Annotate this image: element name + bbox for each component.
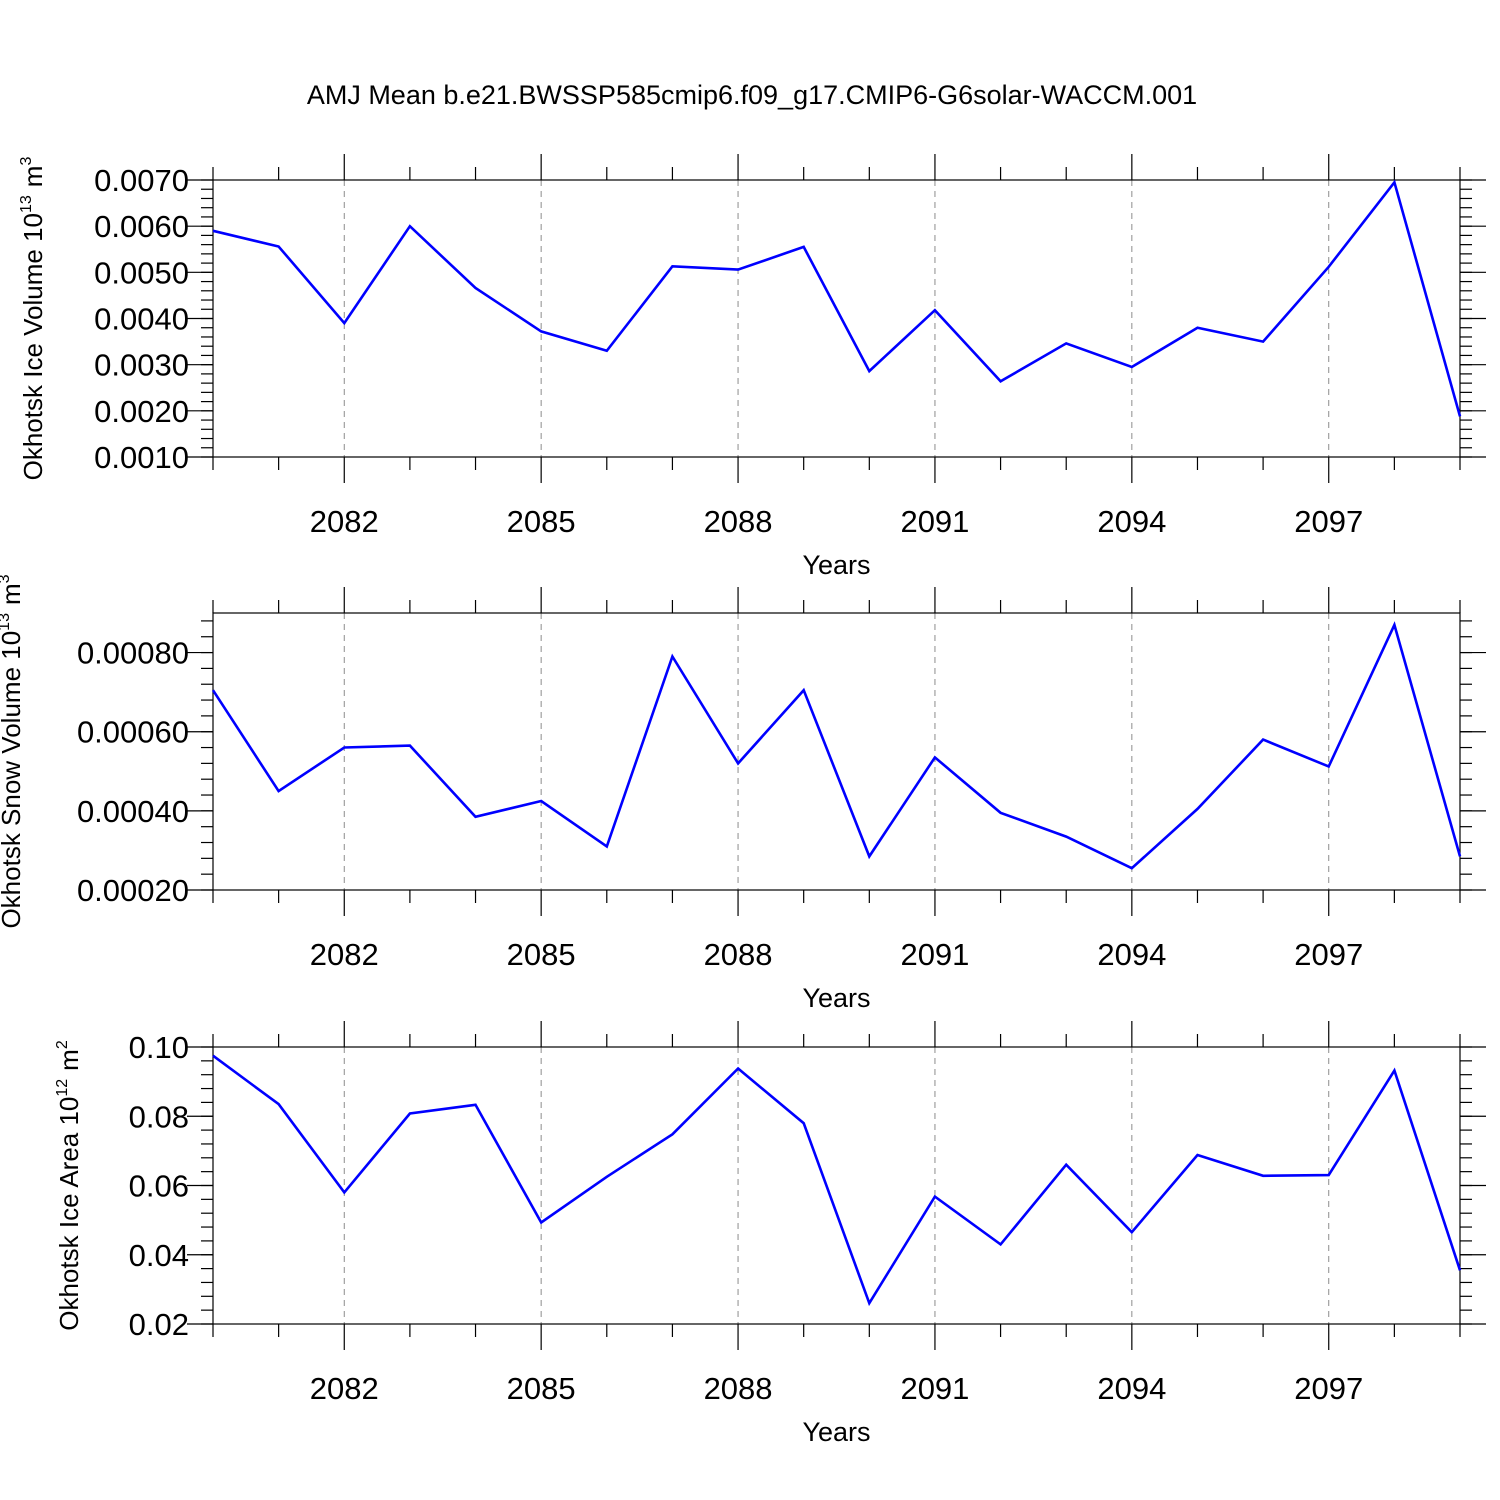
snow-volume-xtick-label: 2088 <box>704 937 773 972</box>
ice-volume-series-line <box>212 179 1462 417</box>
snow-volume-xtick-label: 2085 <box>507 937 576 972</box>
ice-volume-ytick-label: 0.0030 <box>94 348 189 383</box>
ice-area-xtick-label: 2082 <box>310 1371 379 1406</box>
ice-area-xtick-label: 2094 <box>1097 1371 1166 1406</box>
snow-volume-ytick-label: 0.00040 <box>77 794 189 829</box>
ice-area-xtick-label: 2091 <box>900 1371 969 1406</box>
snow-volume-ytick-label: 0.00060 <box>77 715 189 750</box>
snow-volume-series-line <box>211 621 1462 870</box>
snow-volume-ylabel: Okhotsk Snow Volume 1013 m3 <box>0 574 26 928</box>
snow-volume-ylabel-text: Okhotsk Snow Volume 10 <box>0 631 26 929</box>
ice-volume-ylabel-exponent: 13 <box>18 195 35 213</box>
ice-area-ytick-label: 0.02 <box>129 1307 189 1342</box>
ice-volume-xlabel: Years <box>802 550 870 580</box>
snow-volume-xtick-label: 2082 <box>310 937 379 972</box>
ice-area-ytick-label: 0.10 <box>129 1030 189 1065</box>
snow-volume-ylabel-unit: m <box>0 583 26 605</box>
ice-volume-xtick-label: 2097 <box>1294 504 1363 539</box>
ice-area-ylabel-exponent: 12 <box>54 1079 71 1097</box>
snow-volume-xtick-label: 2094 <box>1097 937 1166 972</box>
snow-volume-plot-frame <box>212 612 1461 891</box>
ice-area-xtick-label: 2088 <box>704 1371 773 1406</box>
ice-volume-ytick-label: 0.0020 <box>94 394 189 429</box>
ice-volume-ytick-label: 0.0010 <box>94 440 189 475</box>
panel-snow-volume: 0.00020 0.00040 0.00060 0.00080 2082 2085 2088… <box>0 574 1486 1013</box>
ice-volume-xtick-label: 2091 <box>900 504 969 539</box>
snow-volume-ylabel-exponent: 13 <box>0 613 13 631</box>
snow-volume-xlabel: Years <box>802 983 870 1013</box>
ice-area-ylabel-text: Okhotsk Ice Area 10 <box>54 1097 84 1331</box>
ice-volume-ylabel-text: Okhotsk Ice Volume 10 <box>18 213 48 480</box>
ice-area-xlabel: Years <box>802 1417 870 1447</box>
ice-volume-xtick-label: 2085 <box>507 504 576 539</box>
ice-area-ylabel-unit-exponent: 2 <box>54 1040 71 1049</box>
figure-title: AMJ Mean b.e21.BWSSP585cmip6.f09_g17.CMI… <box>307 80 1197 110</box>
ice-area-ytick-label: 0.08 <box>129 1099 189 1134</box>
ice-volume-ytick-label: 0.0060 <box>94 209 189 244</box>
ice-volume-ytick-label: 0.0070 <box>94 163 189 198</box>
snow-volume-ylabel-unit-exponent: 3 <box>0 574 13 583</box>
ice-volume-ylabel-unit-exponent: 3 <box>18 157 35 166</box>
ice-volume-xtick-label: 2082 <box>310 504 379 539</box>
ice-area-ylabel: Okhotsk Ice Area 1012 m2 <box>54 1040 84 1331</box>
ice-volume-ytick-label: 0.0040 <box>94 302 189 337</box>
panel-ice-area: 0.02 0.04 0.06 0.08 0.10 2082 2085 2088 2091 2094… <box>54 1021 1486 1447</box>
ice-volume-plot-frame <box>212 179 1461 458</box>
ice-volume-xtick-label: 2088 <box>704 504 773 539</box>
ice-area-series-line <box>212 1054 1462 1307</box>
snow-volume-ytick-label: 0.00020 <box>77 873 189 908</box>
ice-volume-ylabel-unit: m <box>18 166 48 188</box>
ice-area-ylabel-unit: m <box>54 1049 84 1071</box>
ice-area-ytick-label: 0.06 <box>129 1169 189 1204</box>
snow-volume-xtick-label: 2091 <box>900 937 969 972</box>
snow-volume-ytick-label: 0.00080 <box>77 636 189 671</box>
snow-volume-xtick-label: 2097 <box>1294 937 1363 972</box>
ice-volume-ytick-label: 0.0050 <box>94 255 189 290</box>
panel-ice-volume: 0.0010 0.0020 0.0030 0.0040 0.0050 0.0060 0.00… <box>18 154 1486 580</box>
ice-volume-xtick-label: 2094 <box>1097 504 1166 539</box>
ice-area-ytick-label: 0.04 <box>129 1238 189 1273</box>
ice-area-xtick-label: 2097 <box>1294 1371 1363 1406</box>
ice-area-plot-frame <box>212 1046 1461 1325</box>
ice-area-xtick-label: 2085 <box>507 1371 576 1406</box>
ice-volume-ylabel: Okhotsk Ice Volume 1013 m3 <box>18 157 48 481</box>
